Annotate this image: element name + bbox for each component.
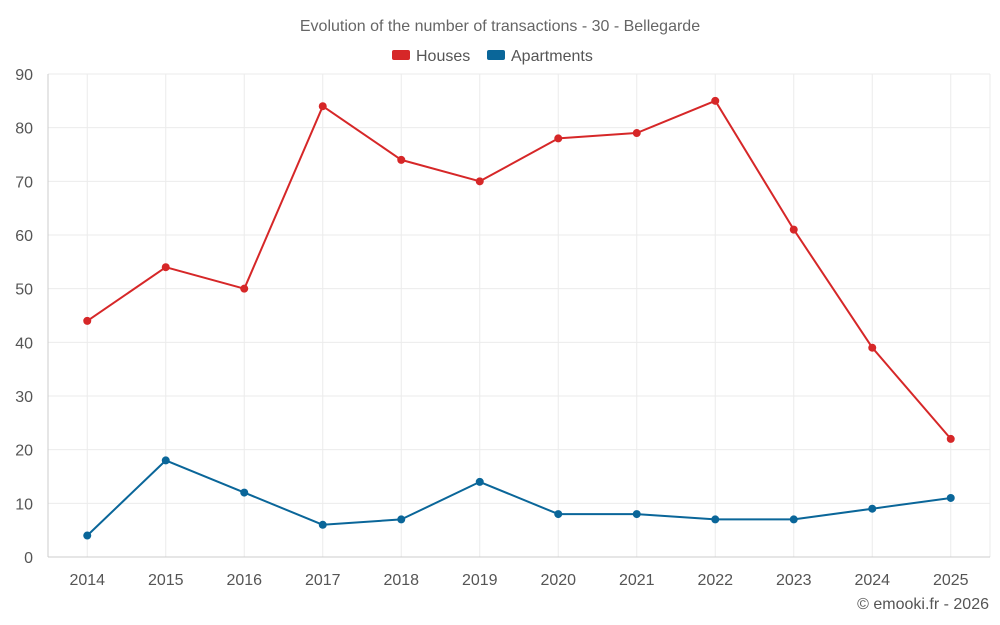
- y-axis: 0 10 20 30 40 50 60 70 80 90: [15, 67, 33, 567]
- x-tick-label: 2022: [697, 572, 733, 589]
- data-point-apartments[interactable]: [397, 515, 406, 524]
- y-tick-label: 10: [15, 496, 33, 513]
- data-point-apartments[interactable]: [83, 531, 92, 540]
- data-point-houses[interactable]: [240, 284, 249, 293]
- data-point-houses[interactable]: [318, 102, 327, 111]
- x-tick-label: 2018: [383, 572, 419, 589]
- legend-item-houses[interactable]: Houses: [392, 48, 470, 65]
- y-tick-label: 80: [15, 121, 33, 138]
- legend-swatch-houses: [392, 50, 410, 60]
- y-tick-label: 30: [15, 389, 33, 406]
- legend-item-apartments[interactable]: Apartments: [487, 48, 593, 65]
- x-tick-label: 2016: [226, 572, 262, 589]
- series-line-apartments: [86, 459, 951, 537]
- legend: Houses Apartments: [392, 48, 593, 65]
- data-point-houses[interactable]: [946, 434, 955, 443]
- x-tick-label: 2015: [148, 572, 184, 589]
- x-tick-label: 2025: [933, 572, 969, 589]
- data-point-apartments[interactable]: [318, 520, 327, 529]
- data-point-apartments[interactable]: [554, 510, 563, 519]
- grid-lines: [47, 73, 991, 558]
- chart-title: Evolution of the number of transactions …: [300, 18, 700, 35]
- y-tick-label: 60: [15, 228, 33, 245]
- y-tick-label: 90: [15, 67, 33, 84]
- data-point-houses[interactable]: [554, 134, 563, 143]
- x-tick-label: 2021: [619, 572, 655, 589]
- series-line-houses: [86, 99, 952, 440]
- data-point-apartments[interactable]: [161, 456, 170, 465]
- data-point-houses[interactable]: [711, 96, 720, 105]
- data-point-apartments[interactable]: [475, 477, 484, 486]
- x-tick-label: 2020: [540, 572, 576, 589]
- x-axis: 2014 2015 2016 2017 2018 2019 2020 2021 2022 2023…: [69, 572, 968, 589]
- data-point-houses[interactable]: [161, 263, 170, 272]
- x-tick-label: 2019: [462, 572, 498, 589]
- y-tick-label: 70: [15, 174, 33, 191]
- data-point-houses[interactable]: [868, 343, 877, 352]
- data-point-houses[interactable]: [83, 316, 92, 325]
- data-point-apartments[interactable]: [789, 515, 798, 524]
- x-tick-label: 2024: [854, 572, 890, 589]
- data-point-apartments[interactable]: [711, 515, 720, 524]
- data-point-apartments[interactable]: [868, 504, 877, 513]
- data-point-apartments[interactable]: [946, 493, 955, 502]
- y-tick-label: 50: [15, 282, 33, 299]
- x-tick-label: 2017: [305, 572, 341, 589]
- credit-text: © emooki.fr - 2026: [857, 596, 989, 613]
- y-tick-label: 40: [15, 335, 33, 352]
- series-layer: [83, 96, 955, 540]
- data-point-apartments[interactable]: [632, 510, 641, 519]
- y-tick-label: 0: [24, 550, 33, 567]
- data-point-houses[interactable]: [632, 129, 641, 138]
- x-tick-label: 2023: [776, 572, 812, 589]
- data-point-apartments[interactable]: [240, 488, 249, 497]
- y-tick-label: 20: [15, 443, 33, 460]
- data-point-houses[interactable]: [475, 177, 484, 186]
- data-point-houses[interactable]: [789, 225, 798, 234]
- series-apartments: [83, 456, 955, 540]
- legend-label-apartments: Apartments: [511, 48, 593, 65]
- series-houses: [83, 96, 955, 443]
- legend-swatch-apartments: [487, 50, 505, 60]
- legend-label-houses: Houses: [416, 48, 470, 65]
- data-point-houses[interactable]: [397, 155, 406, 164]
- x-tick-label: 2014: [69, 572, 105, 589]
